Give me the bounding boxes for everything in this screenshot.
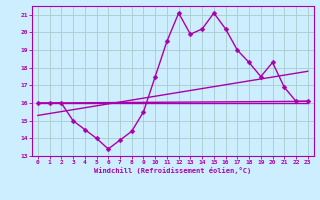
X-axis label: Windchill (Refroidissement éolien,°C): Windchill (Refroidissement éolien,°C) [94, 167, 252, 174]
